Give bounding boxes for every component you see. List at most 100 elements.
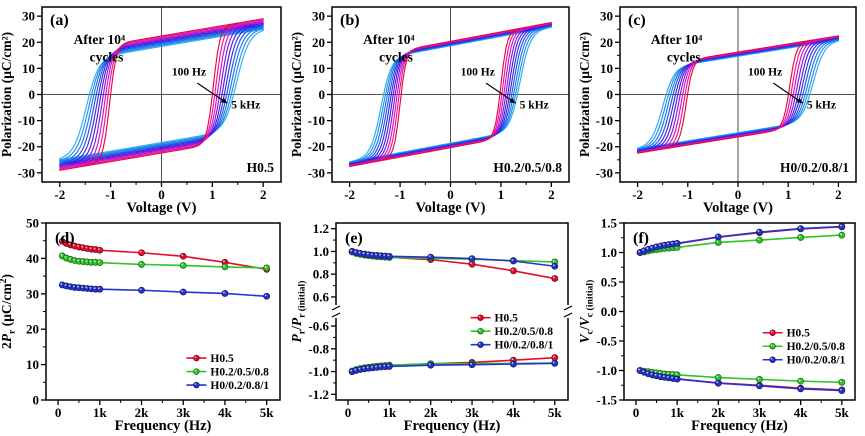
svg-text:After 10⁴: After 10⁴ bbox=[651, 32, 702, 47]
svg-text:Vc/Vc (initial): Vc/Vc (initial) bbox=[578, 280, 596, 344]
svg-text:1k: 1k bbox=[670, 405, 685, 420]
svg-text:-1.0: -1.0 bbox=[596, 363, 617, 378]
svg-text:After 10⁴: After 10⁴ bbox=[74, 32, 125, 47]
svg-text:H0/0.2/0.8/1: H0/0.2/0.8/1 bbox=[787, 355, 846, 367]
svg-text:-20: -20 bbox=[308, 139, 325, 154]
svg-text:-20: -20 bbox=[18, 139, 35, 154]
svg-text:30: 30 bbox=[26, 286, 39, 301]
svg-text:Polarization (μC/cm²): Polarization (μC/cm²) bbox=[290, 32, 304, 157]
svg-text:H0.2/0.5/0.8: H0.2/0.5/0.8 bbox=[493, 160, 562, 175]
svg-text:40: 40 bbox=[26, 251, 39, 266]
svg-text:0: 0 bbox=[447, 187, 454, 202]
svg-text:50: 50 bbox=[26, 218, 39, 231]
svg-text:3k: 3k bbox=[465, 405, 480, 420]
svg-text:Voltage (V): Voltage (V) bbox=[703, 200, 773, 216]
svg-text:Frequency (Hz): Frequency (Hz) bbox=[691, 418, 788, 434]
hysteresis-loops bbox=[59, 18, 264, 171]
svg-text:-1: -1 bbox=[105, 187, 116, 202]
loop-curve bbox=[59, 22, 264, 167]
svg-text:0: 0 bbox=[735, 187, 742, 202]
svg-text:0.8: 0.8 bbox=[313, 267, 330, 282]
svg-text:20: 20 bbox=[22, 35, 35, 50]
svg-text:-1: -1 bbox=[395, 187, 406, 202]
svg-text:-10: -10 bbox=[18, 113, 35, 128]
svg-text:4k: 4k bbox=[507, 405, 522, 420]
svg-text:0.6: 0.6 bbox=[313, 289, 330, 304]
svg-text:-20: -20 bbox=[596, 139, 613, 154]
svg-text:(d): (d) bbox=[55, 230, 75, 247]
hysteresis-loops bbox=[636, 35, 840, 154]
svg-text:1k: 1k bbox=[93, 405, 108, 420]
svg-text:100 Hz: 100 Hz bbox=[172, 66, 206, 78]
svg-text:-1.0: -1.0 bbox=[308, 364, 329, 379]
svg-text:5k: 5k bbox=[260, 405, 275, 420]
svg-text:(c): (c) bbox=[628, 12, 646, 29]
svg-text:-0.8: -0.8 bbox=[308, 341, 329, 356]
svg-text:0: 0 bbox=[55, 405, 62, 420]
svg-text:Voltage (V): Voltage (V) bbox=[127, 200, 197, 216]
svg-text:10: 10 bbox=[600, 61, 613, 76]
svg-text:H0/0.2/0.8/1: H0/0.2/0.8/1 bbox=[780, 160, 849, 175]
svg-text:1.5: 1.5 bbox=[601, 218, 618, 231]
svg-text:1: 1 bbox=[498, 187, 505, 202]
svg-text:-30: -30 bbox=[18, 165, 35, 180]
svg-text:H0.2/0.5/0.8: H0.2/0.5/0.8 bbox=[787, 341, 846, 353]
svg-text:Pr/Pr (initial): Pr/Pr (initial) bbox=[290, 281, 308, 343]
svg-text:30: 30 bbox=[312, 9, 325, 24]
svg-text:(f): (f) bbox=[633, 230, 649, 247]
svg-text:-2: -2 bbox=[54, 187, 65, 202]
svg-text:1: 1 bbox=[209, 187, 216, 202]
svg-text:0: 0 bbox=[33, 393, 40, 408]
svg-text:-30: -30 bbox=[308, 165, 325, 180]
svg-text:3k: 3k bbox=[753, 405, 768, 420]
svg-text:2k: 2k bbox=[711, 405, 726, 420]
svg-text:H0.5: H0.5 bbox=[787, 328, 811, 340]
svg-text:-1.5: -1.5 bbox=[596, 393, 617, 408]
loop-curve bbox=[59, 19, 264, 170]
svg-text:5 kHz: 5 kHz bbox=[231, 99, 260, 111]
svg-text:0.5: 0.5 bbox=[601, 275, 618, 290]
svg-text:After 10⁴: After 10⁴ bbox=[363, 32, 414, 47]
svg-text:-1.2: -1.2 bbox=[308, 387, 329, 402]
svg-text:2: 2 bbox=[260, 187, 267, 202]
loop-curve bbox=[59, 23, 264, 166]
panel-d-2pr-vs-frequency-chart: 0 1k 2k 3k 4k 5k 0 10 20 30 40 50 Frequency (Hz) 2Pr … bbox=[0, 218, 290, 436]
svg-text:H0.2/0.5/0.8: H0.2/0.5/0.8 bbox=[210, 367, 269, 379]
svg-text:(b): (b) bbox=[340, 12, 360, 29]
svg-text:0: 0 bbox=[319, 87, 326, 102]
svg-text:H0.5: H0.5 bbox=[495, 313, 519, 325]
svg-text:-10: -10 bbox=[308, 113, 325, 128]
svg-text:0: 0 bbox=[345, 405, 352, 420]
svg-text:2k: 2k bbox=[424, 405, 439, 420]
loop-curve bbox=[636, 35, 840, 154]
loop-curve bbox=[59, 27, 264, 162]
svg-text:-0.6: -0.6 bbox=[308, 319, 329, 334]
svg-text:2k: 2k bbox=[135, 405, 150, 420]
svg-text:-2: -2 bbox=[344, 187, 355, 202]
svg-text:1.0: 1.0 bbox=[601, 245, 617, 260]
svg-text:cycles: cycles bbox=[667, 49, 701, 64]
svg-text:20: 20 bbox=[312, 35, 325, 50]
svg-text:0.0: 0.0 bbox=[601, 304, 617, 319]
svg-text:5 kHz: 5 kHz bbox=[807, 99, 836, 111]
svg-text:1: 1 bbox=[785, 187, 792, 202]
svg-text:5k: 5k bbox=[835, 405, 850, 420]
svg-text:H0.2/0.5/0.8: H0.2/0.5/0.8 bbox=[495, 326, 554, 338]
panel-f-vc-ratio-vs-frequency-chart: 0 1k 2k 3k 4k 5k 1.5 1.0 0.5 0.0 -0.5 -1.0 -1.5 Frequ… bbox=[578, 218, 865, 436]
svg-text:Polarization (μC/cm²): Polarization (μC/cm²) bbox=[578, 32, 592, 157]
svg-text:4k: 4k bbox=[218, 405, 233, 420]
svg-text:5 kHz: 5 kHz bbox=[520, 99, 549, 111]
svg-text:100 Hz: 100 Hz bbox=[461, 66, 495, 78]
loop-curve bbox=[59, 25, 264, 164]
svg-text:(a): (a) bbox=[50, 12, 69, 29]
svg-text:2Pr (μC/cm2): 2Pr (μC/cm2) bbox=[0, 274, 18, 349]
loop-curve bbox=[59, 21, 264, 168]
svg-text:10: 10 bbox=[26, 357, 39, 372]
svg-text:20: 20 bbox=[600, 35, 613, 50]
svg-text:H0/0.2/0.8/1: H0/0.2/0.8/1 bbox=[210, 380, 269, 392]
svg-text:30: 30 bbox=[22, 9, 35, 24]
svg-text:30: 30 bbox=[600, 9, 613, 24]
